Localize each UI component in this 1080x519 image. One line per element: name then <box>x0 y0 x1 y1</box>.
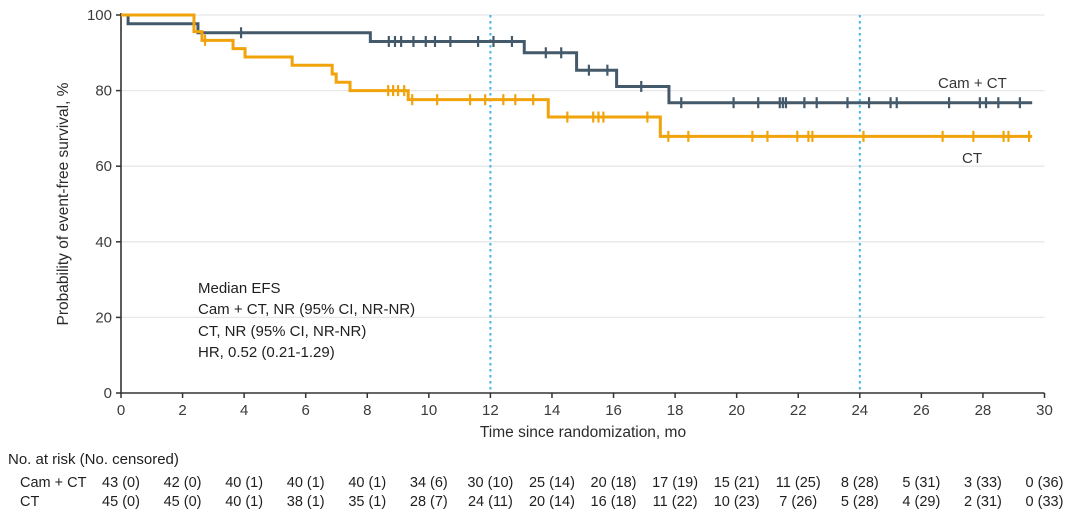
risk-value-ct-20mo: 10 (23) <box>714 494 760 510</box>
risk-row-label-ct: CT <box>20 494 39 510</box>
x-tick-label-30: 30 <box>1036 402 1053 419</box>
x-tick-label-2: 2 <box>178 402 186 419</box>
risk-value-ct-16mo: 16 (18) <box>591 494 637 510</box>
x-axis-title: Time since randomization, mo <box>480 424 686 441</box>
risk-value-ct-28mo: 2 (31) <box>964 494 1002 510</box>
gridlines <box>121 14 1045 319</box>
risk-value-cam-ct-22mo: 11 (25) <box>776 475 821 491</box>
median-efs-annotation: Median EFS Cam + CT, NR (95% CI, NR-NR) … <box>198 280 415 361</box>
risk-value-ct-14mo: 20 (14) <box>529 494 575 510</box>
x-tick-label-8: 8 <box>363 402 371 419</box>
risk-value-ct-6mo: 38 (1) <box>287 494 325 510</box>
risk-value-ct-26mo: 4 (29) <box>902 494 940 510</box>
x-tick-label-14: 14 <box>544 402 561 419</box>
risk-value-cam-ct-26mo: 5 (31) <box>902 475 940 491</box>
risk-value-cam-ct-0mo: 43 (0) <box>102 475 140 491</box>
annotation-line-1: Median EFS <box>198 280 281 297</box>
x-tick-label-4: 4 <box>240 402 248 419</box>
x-tick-label-12: 12 <box>482 402 499 419</box>
x-tick-label-20: 20 <box>728 402 745 419</box>
risk-table: No. at risk (No. censored) Cam + CT CT 4… <box>8 451 1063 510</box>
axes <box>116 13 1046 398</box>
risk-value-ct-22mo: 7 (26) <box>779 494 817 510</box>
x-tick-label-24: 24 <box>851 402 868 419</box>
risk-value-ct-18mo: 11 (22) <box>653 494 698 510</box>
risk-value-cam-ct-16mo: 20 (18) <box>591 475 637 491</box>
risk-value-cam-ct-4mo: 40 (1) <box>225 475 263 491</box>
risk-value-ct-4mo: 40 (1) <box>225 494 263 510</box>
x-tick-label-28: 28 <box>975 402 992 419</box>
x-tick-label-6: 6 <box>302 402 310 419</box>
y-tick-label-0: 0 <box>104 385 112 402</box>
y-axis-title: Probability of event-free survival, % <box>55 82 72 325</box>
series-cam-ct <box>121 13 1033 109</box>
x-tick-label-16: 16 <box>605 402 622 419</box>
risk-value-ct-0mo: 45 (0) <box>102 494 140 510</box>
risk-value-cam-ct-18mo: 17 (19) <box>652 475 698 491</box>
survival-curves <box>121 13 1033 142</box>
risk-row-label-cam-ct: Cam + CT <box>20 475 87 491</box>
km-curve-cam-ct <box>121 13 1033 105</box>
curve-label-cam-ct: Cam + CT <box>938 75 1007 92</box>
risk-value-ct-30mo: 0 (33) <box>1026 494 1064 510</box>
risk-value-cam-ct-28mo: 3 (33) <box>964 475 1002 491</box>
risk-value-cam-ct-24mo: 8 (28) <box>841 475 879 491</box>
x-tick-label-18: 18 <box>667 402 684 419</box>
y-tick-label-40: 40 <box>95 234 112 251</box>
risk-value-ct-24mo: 5 (28) <box>841 494 879 510</box>
series-ct <box>121 13 1033 142</box>
risk-value-cam-ct-20mo: 15 (21) <box>714 475 760 491</box>
y-tick-label-20: 20 <box>95 309 112 326</box>
risk-table-values: 43 (0) 42 (0) 40 (1) 40 (1) 40 (1) 34 (6) 30 (… <box>102 475 1063 510</box>
risk-value-ct-12mo: 24 (11) <box>468 494 513 510</box>
x-tick-label-0: 0 <box>117 402 125 419</box>
x-tick-label-10: 10 <box>420 402 437 419</box>
risk-value-ct-10mo: 28 (7) <box>410 494 448 510</box>
risk-value-cam-ct-14mo: 25 (14) <box>529 475 575 491</box>
annotation-line-3: CT, NR (95% CI, NR-NR) <box>198 323 366 340</box>
risk-value-ct-2mo: 45 (0) <box>164 494 202 510</box>
x-tick-label-22: 22 <box>790 402 807 419</box>
y-tick-label-60: 60 <box>95 158 112 175</box>
risk-value-cam-ct-10mo: 34 (6) <box>410 475 448 491</box>
curve-label-ct: CT <box>962 150 982 167</box>
risk-value-cam-ct-2mo: 42 (0) <box>164 475 202 491</box>
y-tick-labels: 0 20 40 60 80 100 <box>87 7 112 402</box>
risk-table-header: No. at risk (No. censored) <box>8 451 179 468</box>
risk-value-ct-8mo: 35 (1) <box>348 494 386 510</box>
annotation-line-2: Cam + CT, NR (95% CI, NR-NR) <box>198 301 415 318</box>
y-tick-label-100: 100 <box>87 7 112 24</box>
risk-value-cam-ct-8mo: 40 (1) <box>348 475 386 491</box>
annotation-line-4: HR, 0.52 (0.21-1.29) <box>198 344 335 361</box>
risk-value-cam-ct-6mo: 40 (1) <box>287 475 325 491</box>
reference-lines <box>489 15 861 393</box>
x-tick-label-26: 26 <box>913 402 930 419</box>
y-tick-label-80: 80 <box>95 83 112 100</box>
x-tick-labels: 0 2 4 6 8 10 12 14 16 18 20 22 24 26 28 30 <box>117 402 1053 419</box>
risk-value-cam-ct-30mo: 0 (36) <box>1026 475 1064 491</box>
risk-value-cam-ct-12mo: 30 (10) <box>467 475 513 491</box>
km-curve-ct <box>121 13 1033 138</box>
